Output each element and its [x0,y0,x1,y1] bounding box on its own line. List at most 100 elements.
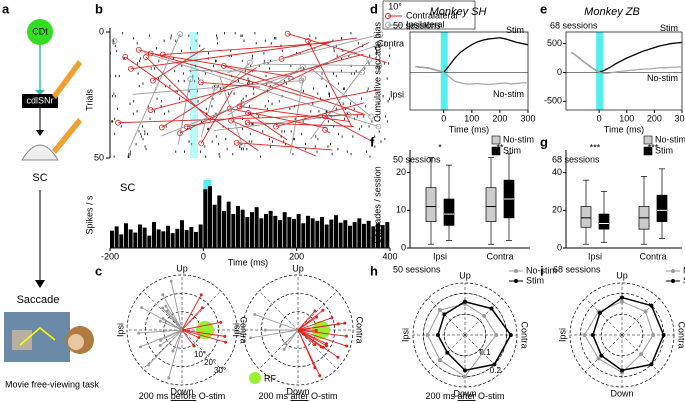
psth-bar [175,228,180,248]
saccade-end [253,312,257,316]
rtick [444,314,486,356]
psth-bar [124,223,128,248]
label: 10 [396,205,406,215]
label: 0 [401,242,406,252]
caption: 200 ms before O-stim [139,391,226,401]
psth-bar [254,207,259,248]
caption: Movie free-viewing task [5,379,100,389]
label: 30° [214,366,226,375]
series-point [649,362,654,367]
series-point [643,309,648,314]
saccade-vector [162,294,183,331]
polar-ring [126,274,238,386]
saccade-end [139,345,143,349]
label: -500 [544,96,562,106]
psth-bar [203,189,208,248]
saccade-start [177,31,184,38]
electrode [52,60,82,99]
caption-part: O-stim [476,391,505,401]
saccade-arrow [275,102,365,128]
snr-box [22,94,58,108]
saccade-end [199,293,203,297]
saccade-start [299,63,306,70]
saccade-start [245,110,251,116]
legend-swatch [643,146,653,156]
saccade-arrow [143,52,379,128]
psth-bar [264,214,268,248]
saccade-arrow [150,53,364,111]
series-point [661,333,666,337]
saccade-vector [297,317,332,331]
legend-dot [385,22,391,28]
label: 68 sessions [552,154,600,164]
saccade-start [233,139,240,146]
psth-bar [352,222,357,248]
saccade-arrow [189,70,362,73]
label: 500 [547,38,562,48]
psth-bar [273,215,278,248]
saccade-start [246,59,253,66]
label: Up [292,263,304,273]
saccade-vector [181,329,225,337]
label: 68 sessions [553,264,601,274]
legend-box [382,0,476,30]
label: Stim [503,145,521,155]
saccade-arrow [230,120,317,157]
label: 20 [552,205,562,215]
label: No-stim [683,265,685,275]
saccade-start [376,62,383,69]
saccade-start [236,103,243,110]
saccade-start [127,65,134,72]
saccade-start [380,40,386,47]
saccade-end [164,304,168,308]
label: 0 [441,113,446,123]
label: No-stim [503,134,534,144]
psth-bar [348,225,352,248]
label: i [540,263,544,278]
series-point [463,299,467,304]
series-point [620,299,624,304]
stim-window [596,32,604,110]
psth-bar [156,229,161,248]
psth-bar [362,223,366,248]
saccade-arrow [145,56,212,122]
saccade-arrow [239,105,351,123]
arrowhead [35,280,45,288]
saccade-vector [297,322,345,331]
series-line [415,66,528,86]
caption: 200 ms after O-stim [425,391,504,401]
label: 40 [552,167,562,177]
series-point [596,356,601,361]
legend-dot [385,13,391,19]
saccade-end [283,342,287,346]
polar-spoke [585,298,623,336]
label: Stim [683,275,685,285]
psth-bar [184,230,189,248]
movie-frame [12,330,32,350]
saccade-end [171,349,175,353]
stim-window [203,180,212,248]
polar-spoke [142,290,183,331]
saccade-vector [181,329,195,347]
series-point [463,368,467,373]
saccade-end [158,343,162,347]
saccade-arrow [177,79,191,145]
psth-bar [142,227,147,248]
psth-bar [170,233,175,248]
saccade-vector [283,329,299,350]
caption-part: 200 ms [425,391,457,401]
psth-bar [366,220,371,248]
psth-bar [119,234,124,248]
psth-bar [152,222,156,248]
saccade-end [200,306,204,310]
series-line [571,51,683,75]
label: Contra [377,38,404,48]
label: Contra [520,321,530,348]
panel-a-schematic [4,19,94,362]
series-point [489,306,494,311]
series-point [463,374,467,379]
psth-bar [292,218,296,248]
saccade-end [223,334,227,338]
saccade-arrow [236,142,333,151]
label: Contra [239,316,249,343]
